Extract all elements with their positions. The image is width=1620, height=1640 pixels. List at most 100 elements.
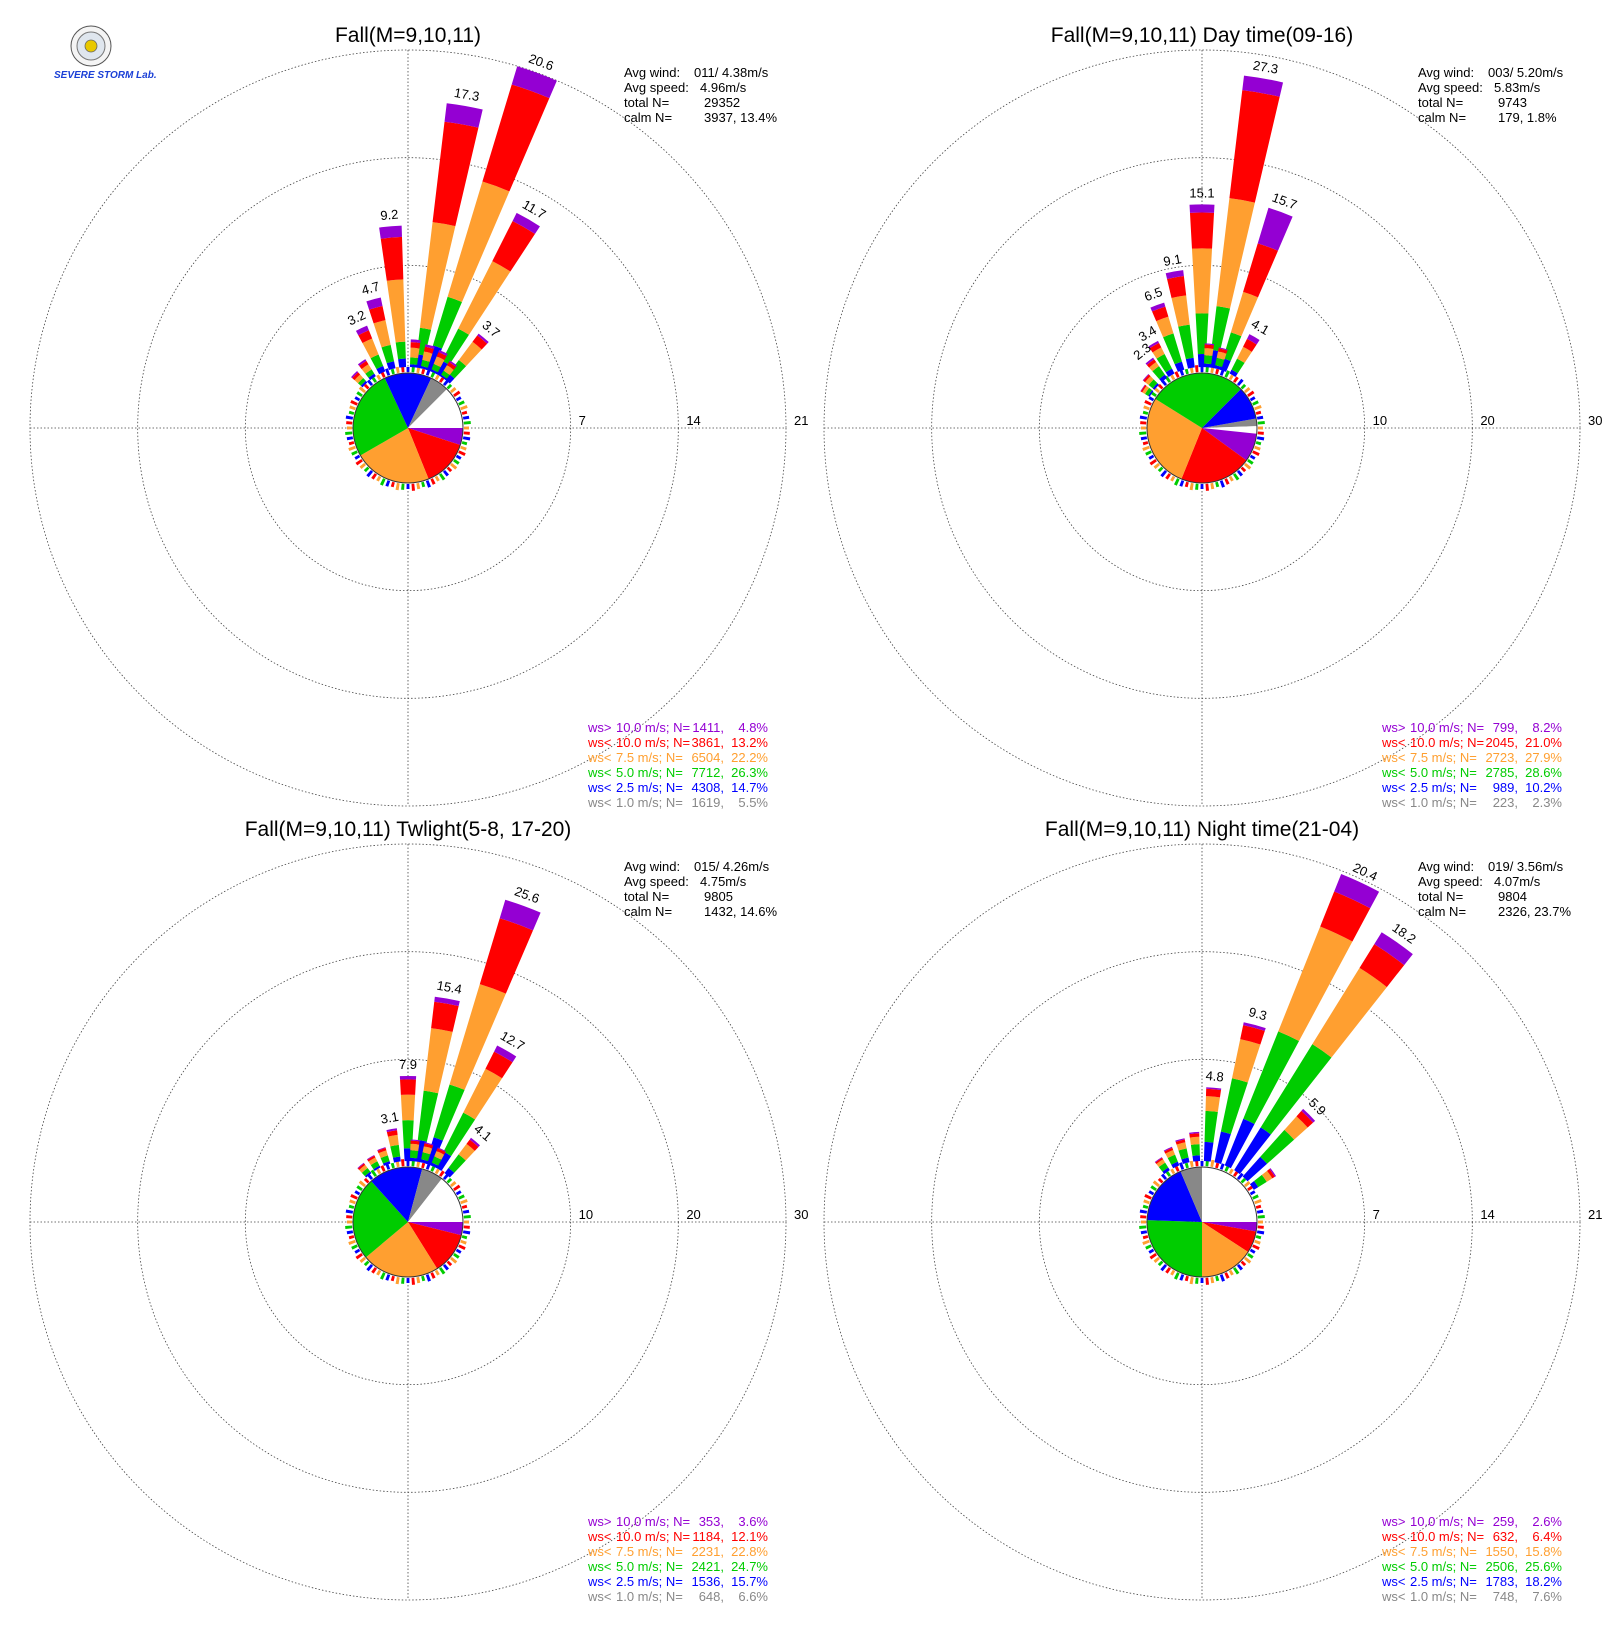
direction-tick bbox=[1219, 1274, 1225, 1282]
petal-segment bbox=[1237, 346, 1252, 363]
petal-segment bbox=[421, 1152, 431, 1162]
legend-row: ws< 10.0 m/s; N= 1184, 12.1% bbox=[587, 1529, 768, 1544]
petals: 7.915.425.612.73.14.1 bbox=[357, 883, 542, 1178]
direction-tick bbox=[462, 436, 471, 441]
legend-count: 2506, bbox=[1485, 1559, 1518, 1574]
legend-count: 1536, bbox=[691, 1574, 724, 1589]
legend-row: ws> 10.0 m/s; N= 1411, 4.8% bbox=[587, 720, 768, 735]
stat-label: Avg speed: bbox=[624, 80, 689, 95]
speed-legend: ws> 10.0 m/s; N= 353, 3.6% ws< 10.0 m/s; N= 11… bbox=[587, 1514, 768, 1604]
direction-tick bbox=[1144, 399, 1152, 406]
direction-tick bbox=[1224, 370, 1231, 378]
petal-segment bbox=[435, 1151, 452, 1171]
petal-segment bbox=[458, 1143, 475, 1161]
petal-segment bbox=[380, 1155, 390, 1164]
direction-tick bbox=[446, 383, 453, 390]
calm-pie-slice bbox=[352, 378, 408, 456]
petal-segment bbox=[357, 1163, 366, 1170]
petal-segment bbox=[434, 996, 460, 1007]
direction-tick bbox=[450, 386, 457, 394]
legend-class: ws> bbox=[1381, 720, 1405, 735]
calm-pie-slice bbox=[408, 378, 447, 428]
petal-segment bbox=[431, 1156, 442, 1166]
stats-block: Avg wind: 015/ 4.26m/s Avg speed: 4.75m/s to… bbox=[624, 859, 777, 919]
legend-percent: 14.7% bbox=[731, 780, 768, 795]
direction-tick bbox=[1252, 1244, 1260, 1251]
legend-speed: 1.0 m/s; N= bbox=[1410, 795, 1477, 810]
speed-legend: ws> 10.0 m/s; N= 1411, 4.8% ws< 10.0 m/s; N= 3… bbox=[587, 720, 768, 810]
direction-tick bbox=[349, 1199, 356, 1205]
petal-segment bbox=[440, 374, 447, 381]
petal-segment bbox=[1140, 384, 1146, 392]
direction-tick bbox=[366, 379, 374, 386]
legend-speed: 5.0 m/s; N= bbox=[616, 1559, 683, 1574]
petal-label: 6.5 bbox=[1142, 284, 1164, 304]
legend-count: 3861, bbox=[691, 735, 724, 750]
petal-segment bbox=[1230, 291, 1258, 337]
legend-count: 1184, bbox=[692, 1529, 724, 1544]
petal-segment bbox=[432, 121, 479, 227]
legend-row: ws< 5.0 m/s; N= 2421, 24.7% bbox=[587, 1559, 768, 1574]
petal-segment bbox=[351, 371, 359, 379]
petal-segment bbox=[1165, 1149, 1176, 1159]
petal-segment bbox=[477, 333, 489, 344]
direction-tick bbox=[1174, 371, 1180, 378]
petal-label: 4.1 bbox=[471, 1121, 494, 1144]
direction-tick bbox=[462, 1209, 470, 1214]
legend-count: 648, bbox=[699, 1589, 724, 1604]
direction-tick bbox=[463, 1225, 470, 1229]
legend-row: ws> 10.0 m/s; N= 259, 2.6% bbox=[1381, 1514, 1562, 1529]
direction-tick bbox=[1184, 1162, 1189, 1169]
direction-tick bbox=[371, 473, 378, 480]
petal-segment bbox=[390, 1144, 401, 1158]
legend-row: ws< 2.5 m/s; N= 4308, 14.7% bbox=[587, 780, 768, 795]
legend-count: 2421, bbox=[691, 1559, 724, 1574]
petal-segment bbox=[378, 1150, 388, 1159]
chart-title: Fall(M=9,10,11) Twlight(5-8, 17-20) bbox=[245, 818, 572, 841]
direction-tick bbox=[1184, 1275, 1189, 1282]
petal-segment bbox=[479, 918, 534, 994]
calm-pie-slice bbox=[360, 428, 429, 483]
petal-segment bbox=[1203, 1141, 1214, 1162]
direction-tick bbox=[1140, 426, 1147, 430]
direction-tick bbox=[345, 1209, 354, 1214]
petal-segment bbox=[386, 1128, 398, 1133]
legend-count: 259, bbox=[1493, 1514, 1518, 1529]
direction-tick bbox=[1219, 480, 1225, 488]
calm-pie-slice bbox=[1202, 426, 1257, 434]
direction-tick bbox=[1240, 466, 1247, 473]
petal-segment bbox=[446, 362, 456, 370]
direction-tick bbox=[453, 1184, 461, 1192]
legend-class: ws> bbox=[587, 1514, 611, 1529]
legend-percent: 13.2% bbox=[731, 735, 768, 750]
petal-segment bbox=[430, 1162, 439, 1169]
petal-segment bbox=[1284, 1116, 1308, 1140]
petal-segment bbox=[511, 66, 557, 99]
petal-segment bbox=[1154, 1157, 1163, 1163]
petal-segment bbox=[359, 360, 369, 370]
direction-tick bbox=[390, 1162, 395, 1169]
petal-label: 4.7 bbox=[360, 279, 381, 298]
legend-class: ws> bbox=[587, 720, 611, 735]
direction-tick bbox=[425, 1163, 431, 1170]
ring-label: 21 bbox=[1588, 1207, 1602, 1222]
stats-block: Avg wind: 011/ 4.38m/s Avg speed: 4.96m/s to… bbox=[624, 65, 777, 125]
legend-class: ws< bbox=[1381, 735, 1405, 750]
ring-label: 21 bbox=[794, 413, 808, 428]
direction-tick bbox=[1257, 1220, 1263, 1224]
petal-label: 9.3 bbox=[1247, 1004, 1268, 1023]
petal-segment bbox=[369, 306, 386, 324]
petal-segment bbox=[1232, 1039, 1261, 1083]
petal-segment bbox=[431, 363, 441, 373]
petal-segment bbox=[434, 1150, 445, 1160]
direction-tick bbox=[1205, 366, 1209, 373]
stats-block: Avg wind: 003/ 5.20m/s Avg speed: 5.83m/s to… bbox=[1418, 65, 1564, 125]
legend-row: ws< 1.0 m/s; N= 1619, 5.5% bbox=[587, 795, 768, 810]
calm-pie-slice bbox=[1202, 1222, 1257, 1252]
petal-label: 3.4 bbox=[1136, 322, 1159, 344]
direction-tick bbox=[1247, 390, 1255, 398]
legend-class: ws< bbox=[587, 1559, 611, 1574]
legend-speed: 5.0 m/s; N= bbox=[616, 765, 683, 780]
petal-segment bbox=[1149, 362, 1159, 372]
petal-segment bbox=[1254, 1174, 1267, 1188]
